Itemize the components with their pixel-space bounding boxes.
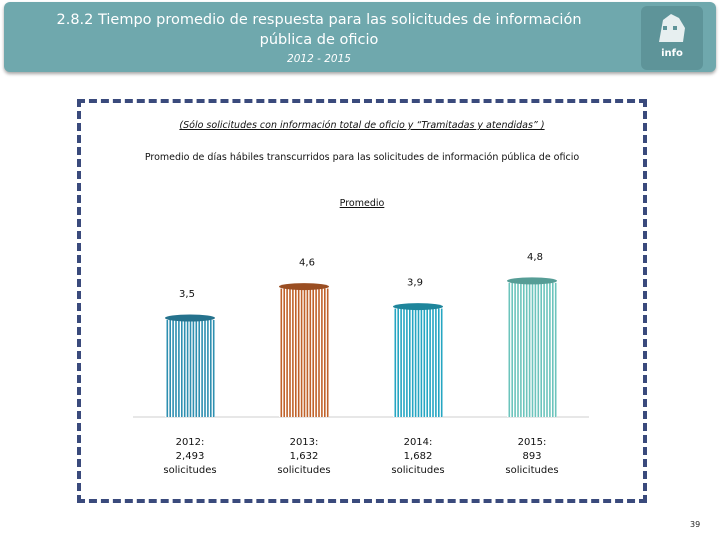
bar-2 bbox=[393, 303, 443, 417]
series-name: Promedio bbox=[339, 198, 385, 209]
bar-3 bbox=[507, 277, 557, 417]
bar-cap bbox=[279, 283, 329, 291]
bar-cap bbox=[507, 277, 557, 285]
category-label-3-1: 893 bbox=[522, 451, 541, 462]
page-number: 39 bbox=[690, 520, 701, 529]
category-label-3-0: 2015: bbox=[518, 437, 547, 448]
bar-1 bbox=[279, 283, 329, 417]
value-label-1: 4,6 bbox=[299, 258, 315, 269]
chart-frame: (Sólo solicitudes con información total … bbox=[77, 99, 647, 503]
info-logo: info bbox=[641, 6, 703, 70]
bar-0 bbox=[165, 314, 215, 417]
category-label-2-0: 2014: bbox=[404, 437, 433, 448]
page-title-line2: pública de oficio bbox=[259, 32, 379, 48]
category-label-3-2: solicitudes bbox=[505, 465, 558, 476]
category-label-0-2: solicitudes bbox=[163, 465, 216, 476]
logo-text: info bbox=[661, 48, 683, 59]
building-icon bbox=[659, 14, 685, 42]
page-title-line1: 2.8.2 Tiempo promedio de respuesta para … bbox=[56, 12, 582, 28]
category-label-1-0: 2013: bbox=[290, 437, 319, 448]
bar-cap bbox=[393, 303, 443, 311]
chart-title: Promedio de días hábiles transcurridos p… bbox=[144, 152, 580, 163]
value-label-2: 3,9 bbox=[407, 278, 423, 289]
bar-chart: 3,5 2012: 2,493 solicitudes 4,6 2013: 1,632 sol… bbox=[133, 252, 589, 476]
page-title: 2.8.2 Tiempo promedio de respuesta para … bbox=[4, 10, 634, 50]
bar-cap bbox=[165, 314, 215, 322]
value-label-0: 3,5 bbox=[179, 289, 195, 300]
category-label-1-1: 1,632 bbox=[290, 451, 319, 462]
period-label: 2012 - 2015 bbox=[287, 53, 351, 65]
category-label-2-2: solicitudes bbox=[391, 465, 444, 476]
category-label-0-0: 2012: bbox=[176, 437, 205, 448]
category-label-0-1: 2,493 bbox=[176, 451, 205, 462]
category-label-1-2: solicitudes bbox=[277, 465, 330, 476]
category-label-2-1: 1,682 bbox=[404, 451, 433, 462]
header-banner: 2.8.2 Tiempo promedio de respuesta para … bbox=[4, 2, 716, 72]
value-label-3: 4,8 bbox=[527, 252, 543, 263]
chart-subtitle: (Sólo solicitudes con información total … bbox=[179, 120, 545, 131]
